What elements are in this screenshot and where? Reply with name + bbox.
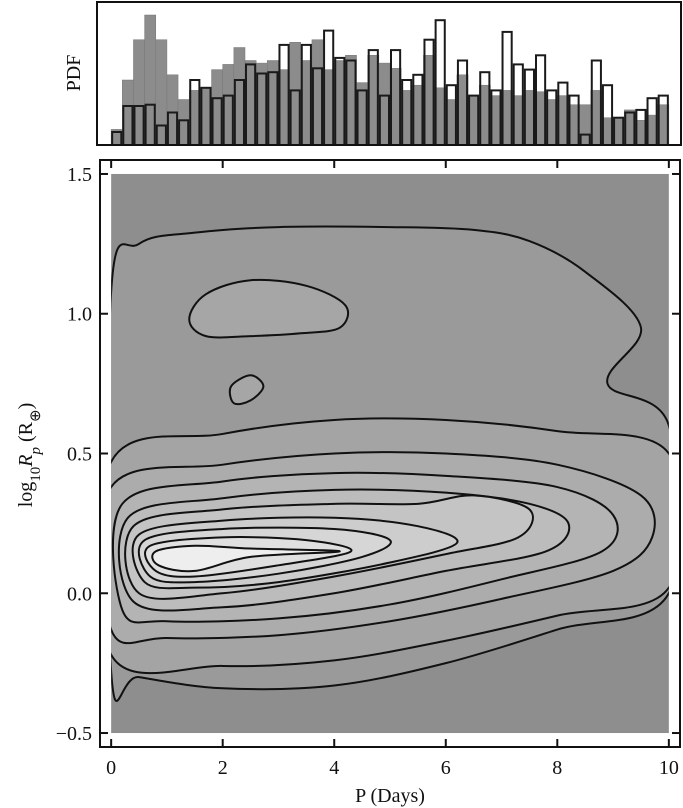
contours bbox=[111, 225, 669, 702]
y-axis-label-part: p bbox=[28, 446, 44, 455]
x-tick-label: 10 bbox=[659, 757, 679, 779]
y-tick-label: 1.0 bbox=[67, 304, 92, 326]
y-axis-label-part: ⊕ bbox=[28, 409, 44, 422]
y-tick-label: 1.5 bbox=[67, 164, 92, 186]
x-tick-label: 8 bbox=[552, 757, 562, 779]
y-tick-label: 0.0 bbox=[67, 583, 92, 605]
y-tick-label: −0.5 bbox=[56, 723, 92, 745]
contour bbox=[188, 278, 350, 339]
x-tick-label: 0 bbox=[106, 757, 116, 779]
y-axis-label: log10Rp (R⊕) bbox=[15, 403, 44, 508]
y-axis-label-part: ) bbox=[15, 403, 37, 410]
y-axis-label-part: (R bbox=[15, 421, 37, 447]
x-tick-label: 2 bbox=[218, 757, 228, 779]
y-axis-label-part: log bbox=[15, 482, 37, 508]
x-tick-label: 6 bbox=[441, 757, 451, 779]
y-axis-label-part: R bbox=[15, 454, 37, 467]
panel-frame bbox=[96, 1, 682, 146]
contour bbox=[228, 374, 265, 406]
x-axis-label: P (Days) bbox=[355, 785, 425, 807]
y-axis-label: PDF bbox=[63, 55, 85, 92]
x-tick-label: 4 bbox=[329, 757, 339, 779]
contour bbox=[151, 544, 341, 573]
contour-panel: 0 2 4 6 8 10−0.50.00.51.01.5P (Days)log10Rp (… bbox=[15, 159, 681, 807]
y-tick-label: 0.5 bbox=[67, 444, 92, 466]
histogram-panel: PDF bbox=[63, 1, 682, 147]
y-axis-label-part: 10 bbox=[28, 467, 44, 482]
